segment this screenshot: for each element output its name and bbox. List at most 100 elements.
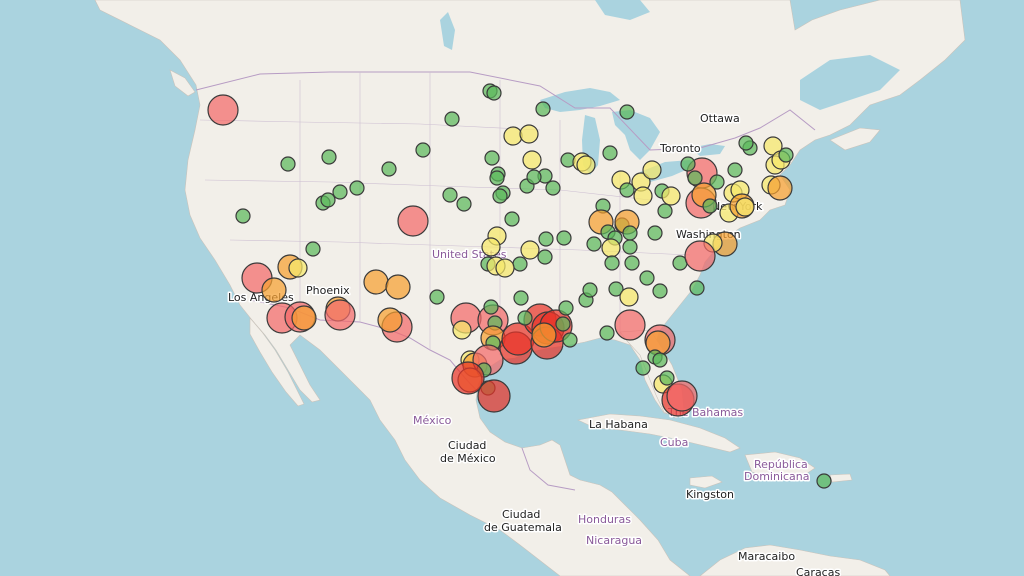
- map-marker[interactable]: [608, 281, 624, 297]
- map-marker[interactable]: [619, 182, 635, 198]
- map-marker[interactable]: [517, 310, 533, 326]
- map-marker[interactable]: [489, 170, 505, 186]
- map-marker[interactable]: [483, 299, 499, 315]
- map-marker[interactable]: [666, 380, 698, 412]
- map-marker[interactable]: [397, 205, 429, 237]
- label-ciudad-de-mexico-1: Ciudad: [448, 439, 486, 452]
- map-marker[interactable]: [622, 239, 638, 255]
- map-marker[interactable]: [639, 270, 655, 286]
- map-marker[interactable]: [709, 174, 725, 190]
- map-marker[interactable]: [520, 240, 540, 260]
- map-marker[interactable]: [652, 352, 668, 368]
- map-marker[interactable]: [689, 280, 705, 296]
- map-marker[interactable]: [619, 104, 635, 120]
- map-marker[interactable]: [619, 287, 639, 307]
- label-republica-2: Dominicana: [744, 470, 810, 483]
- map-marker[interactable]: [429, 289, 445, 305]
- map-marker[interactable]: [495, 258, 515, 278]
- map-marker[interactable]: [320, 192, 336, 208]
- map-marker[interactable]: [702, 198, 718, 214]
- map-marker[interactable]: [486, 85, 502, 101]
- map-marker[interactable]: [332, 184, 348, 200]
- map-marker[interactable]: [535, 101, 551, 117]
- map-marker[interactable]: [602, 145, 618, 161]
- map-marker[interactable]: [481, 237, 501, 257]
- map-marker[interactable]: [324, 299, 356, 331]
- map-marker[interactable]: [363, 269, 389, 295]
- map-marker[interactable]: [684, 240, 716, 272]
- map-marker[interactable]: [635, 360, 651, 376]
- map-marker[interactable]: [451, 361, 485, 395]
- map-marker[interactable]: [633, 186, 653, 206]
- map-marker[interactable]: [727, 162, 743, 178]
- map-marker[interactable]: [452, 320, 472, 340]
- map-marker[interactable]: [622, 225, 638, 241]
- label-ciudad-de-mexico-2: de México: [440, 452, 496, 465]
- map-marker[interactable]: [555, 316, 571, 332]
- map-marker[interactable]: [519, 124, 539, 144]
- map-marker[interactable]: [687, 170, 703, 186]
- map-marker[interactable]: [624, 255, 640, 271]
- map-marker[interactable]: [291, 305, 317, 331]
- map-marker[interactable]: [562, 332, 578, 348]
- label-cuba: Cuba: [660, 436, 688, 449]
- map-marker[interactable]: [537, 249, 553, 265]
- label-la-habana: La Habana: [589, 418, 648, 431]
- map-marker[interactable]: [680, 156, 696, 172]
- map-marker[interactable]: [385, 274, 411, 300]
- map-marker[interactable]: [377, 307, 403, 333]
- map-marker[interactable]: [558, 300, 574, 316]
- label-ciudad-guatemala-2: de Guatemala: [484, 521, 562, 534]
- map-marker[interactable]: [477, 379, 511, 413]
- map-marker[interactable]: [647, 225, 663, 241]
- map-marker[interactable]: [456, 196, 472, 212]
- map-marker[interactable]: [538, 231, 554, 247]
- map-marker[interactable]: [576, 155, 596, 175]
- south-america-land: [699, 544, 891, 576]
- map-marker[interactable]: [735, 197, 755, 217]
- map-marker[interactable]: [321, 149, 337, 165]
- map-marker[interactable]: [767, 175, 793, 201]
- map-marker[interactable]: [556, 230, 572, 246]
- map-marker[interactable]: [207, 94, 239, 126]
- map-marker[interactable]: [526, 169, 542, 185]
- map-marker[interactable]: [738, 135, 754, 151]
- map-marker[interactable]: [545, 180, 561, 196]
- map-marker[interactable]: [614, 309, 646, 341]
- map-marker[interactable]: [381, 161, 397, 177]
- map-marker[interactable]: [599, 325, 615, 341]
- map-marker[interactable]: [504, 211, 520, 227]
- map-marker[interactable]: [415, 142, 431, 158]
- label-kingston: Kingston: [686, 488, 734, 501]
- map-marker[interactable]: [816, 473, 832, 489]
- map-marker[interactable]: [484, 150, 500, 166]
- map-marker[interactable]: [778, 147, 794, 163]
- map-marker[interactable]: [657, 203, 673, 219]
- nova-scotia: [829, 127, 881, 151]
- map-marker[interactable]: [512, 256, 528, 272]
- map-marker[interactable]: [280, 156, 296, 172]
- map-marker[interactable]: [261, 277, 287, 303]
- map-marker[interactable]: [604, 255, 620, 271]
- map-marker[interactable]: [659, 370, 675, 386]
- map-marker[interactable]: [305, 241, 321, 257]
- map-marker[interactable]: [531, 322, 557, 348]
- map-marker[interactable]: [503, 126, 523, 146]
- map-marker[interactable]: [513, 290, 529, 306]
- label-caracas: Caracas: [796, 566, 840, 576]
- label-honduras: Honduras: [578, 513, 631, 526]
- map-marker[interactable]: [586, 236, 602, 252]
- map-marker[interactable]: [288, 258, 308, 278]
- map-marker[interactable]: [235, 208, 251, 224]
- map-marker[interactable]: [522, 150, 542, 170]
- map-marker[interactable]: [442, 187, 458, 203]
- map-marker[interactable]: [661, 186, 681, 206]
- map-marker[interactable]: [444, 111, 460, 127]
- map-marker[interactable]: [601, 238, 621, 258]
- map-marker[interactable]: [582, 282, 598, 298]
- map-marker[interactable]: [652, 283, 668, 299]
- map-marker[interactable]: [349, 180, 365, 196]
- map-marker[interactable]: [492, 188, 508, 204]
- map-marker[interactable]: [642, 160, 662, 180]
